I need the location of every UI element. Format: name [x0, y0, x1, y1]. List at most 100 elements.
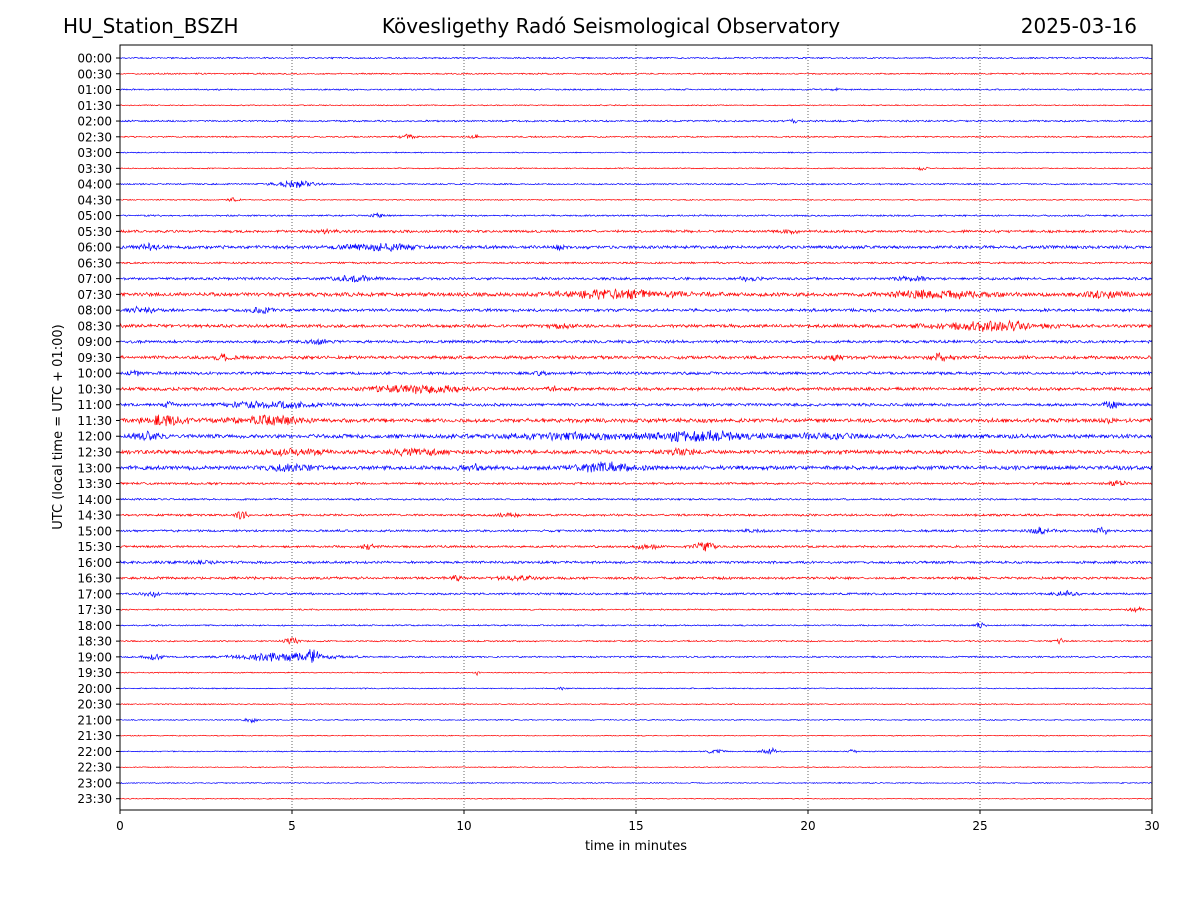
- y-tick-label: 18:30: [77, 635, 112, 649]
- y-tick-label: 20:30: [77, 698, 112, 712]
- trace-05-00: [119, 212, 1153, 218]
- y-tick-label: 09:30: [77, 351, 112, 365]
- y-tick-label: 15:30: [77, 540, 112, 554]
- y-tick-label: 14:00: [77, 493, 112, 507]
- y-tick-label: 11:30: [77, 414, 112, 428]
- x-tick-label: 25: [972, 819, 987, 833]
- y-tick-label: 00:30: [77, 67, 112, 81]
- trace-16-00: [119, 559, 1153, 566]
- trace-21-30: [119, 734, 1153, 737]
- y-tick-label: 00:00: [77, 52, 112, 66]
- y-tick-label: 16:00: [77, 556, 112, 570]
- trace-00-00: [119, 56, 1153, 60]
- trace-10-00: [119, 369, 1153, 377]
- y-tick-label: 13:30: [77, 477, 112, 491]
- y-tick-label: 06:30: [77, 256, 112, 270]
- trace-03-30: [119, 166, 1153, 172]
- trace-17-30: [119, 605, 1153, 614]
- y-tick-label: 10:30: [77, 382, 112, 396]
- y-tick-label: 22:30: [77, 761, 112, 775]
- trace-04-30: [119, 197, 1153, 202]
- y-tick-label: 17:30: [77, 603, 112, 617]
- trace-13-00: [119, 461, 1153, 473]
- trace-15-00: [120, 526, 1153, 536]
- y-tick-label: 03:00: [77, 146, 112, 160]
- y-tick-label: 01:00: [77, 83, 112, 97]
- y-tick-label: 19:30: [77, 666, 112, 680]
- trace-22-30: [120, 766, 1152, 769]
- trace-06-00: [119, 242, 1153, 253]
- trace-13-30: [119, 480, 1153, 487]
- y-tick-label: 02:00: [77, 115, 112, 129]
- y-tick-label: 05:00: [77, 209, 112, 223]
- trace-18-30: [119, 637, 1152, 645]
- grid-lines: [291, 45, 981, 810]
- y-tick-label: 17:00: [77, 587, 112, 601]
- y-tick-label: 06:00: [77, 241, 112, 255]
- y-tick-label: 07:00: [77, 272, 112, 286]
- trace-07-30: [119, 288, 1153, 300]
- trace-08-30: [119, 319, 1153, 332]
- trace-06-30: [119, 261, 1153, 265]
- trace-23-30: [119, 797, 1152, 800]
- x-tick-label: 0: [116, 819, 124, 833]
- trace-22-00: [119, 746, 1152, 755]
- trace-05-30: [119, 227, 1153, 236]
- y-tick-label: 04:30: [77, 193, 112, 207]
- y-tick-label: 03:30: [77, 162, 112, 176]
- x-tick-label: 10: [456, 819, 471, 833]
- y-tick-label: 15:00: [77, 524, 112, 538]
- trace-16-30: [119, 574, 1153, 582]
- y-tick-label: 12:30: [77, 446, 112, 460]
- trace-10-30: [119, 384, 1153, 395]
- trace-17-00: [119, 589, 1152, 599]
- trace-02-00: [119, 118, 1153, 124]
- y-tick-label: 12:00: [77, 430, 112, 444]
- trace-12-30: [119, 446, 1153, 458]
- y-tick-label: 21:30: [77, 729, 112, 743]
- trace-14-00: [119, 497, 1153, 501]
- x-tick-label: 15: [628, 819, 643, 833]
- trace-12-00: [119, 430, 1153, 443]
- trace-23-00: [119, 781, 1153, 785]
- y-tick-label: 07:30: [77, 288, 112, 302]
- trace-21-00: [119, 717, 1152, 724]
- trace-04-00: [119, 179, 1153, 188]
- y-tick-label: 01:30: [77, 99, 112, 113]
- trace-02-30: [119, 133, 1153, 140]
- trace-09-30: [119, 352, 1153, 362]
- trace-18-00: [119, 621, 1153, 629]
- y-tick-label: 21:00: [77, 713, 112, 727]
- trace-15-30: [119, 541, 1153, 552]
- plot-frame: [119, 44, 1153, 811]
- trace-08-00: [119, 305, 1153, 315]
- trace-01-00: [119, 86, 1153, 92]
- x-tick-label: 20: [800, 819, 815, 833]
- y-tick-label: 09:00: [77, 335, 112, 349]
- y-tick-label: 05:30: [77, 225, 112, 239]
- y-tick-label: 11:00: [77, 398, 112, 412]
- date-title: 2025-03-16: [1020, 14, 1137, 38]
- y-tick-label: 23:00: [77, 776, 112, 790]
- x-axis-label: time in minutes: [585, 839, 687, 854]
- y-tick-label: 19:00: [77, 650, 112, 664]
- trace-20-30: [119, 703, 1152, 706]
- station-title: HU_Station_BSZH: [63, 14, 239, 38]
- y-tick-label: 23:30: [77, 792, 112, 806]
- trace-series: [119, 56, 1153, 800]
- y-tick-label: 04:00: [77, 178, 112, 192]
- y-axis-label: UTC (local time = UTC + 01:00): [51, 324, 66, 529]
- trace-19-00: [119, 649, 1152, 663]
- y-tick-label: 18:00: [77, 619, 112, 633]
- y-tick-label: 14:30: [77, 509, 112, 523]
- x-tick-label: 30: [1144, 819, 1159, 833]
- chart-title: Kövesligethy Radó Seismological Observat…: [381, 14, 841, 38]
- y-tick-label: 13:00: [77, 461, 112, 475]
- y-tick-label: 08:00: [77, 304, 112, 318]
- trace-00-30: [119, 72, 1153, 76]
- trace-09-00: [119, 338, 1153, 346]
- y-tick-label: 22:00: [77, 745, 112, 759]
- trace-01-30: [119, 104, 1153, 107]
